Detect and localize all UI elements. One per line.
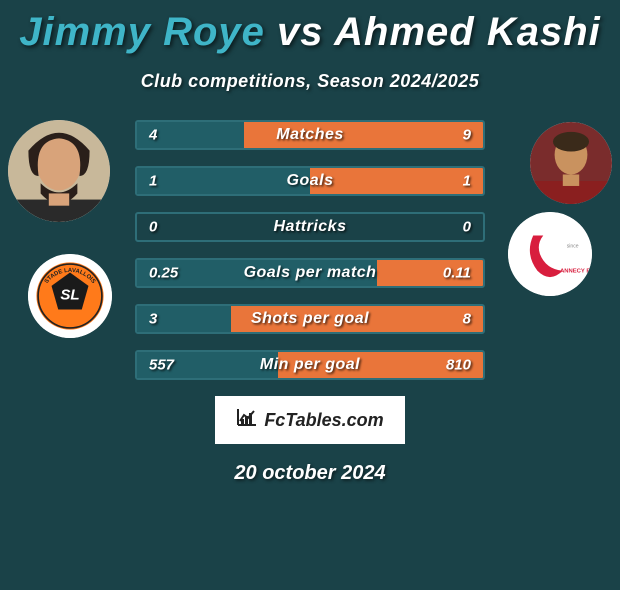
player1-club-logo: SL STADE LAVALLOIS [28,254,112,338]
stat-label: Matches [137,126,483,144]
stat-label: Min per goal [137,356,483,374]
stat-right-value: 0 [463,219,471,236]
stat-row: 4 Matches 9 [135,120,485,150]
stats-container: 4 Matches 9 1 Goals 1 0 Hattricks 0 0.25… [135,120,485,380]
fctables-text: FcTables.com [264,410,383,431]
svg-text:since: since [567,243,579,249]
player1-avatar [8,120,110,222]
content-area: SL STADE LAVALLOIS ANNECY FC since 4 Mat… [0,120,620,485]
subtitle: Club competitions, Season 2024/2025 [0,71,620,92]
player2-club-logo: ANNECY FC since [508,212,592,296]
stat-row: 3 Shots per goal 8 [135,304,485,334]
stat-bar: 557 Min per goal 810 [135,350,485,380]
stat-label: Hattricks [137,218,483,236]
stat-bar: 3 Shots per goal 8 [135,304,485,334]
svg-text:SL: SL [60,286,79,303]
stat-label: Goals per match [137,264,483,282]
stat-row: 557 Min per goal 810 [135,350,485,380]
stat-right-value: 1 [463,173,471,190]
comparison-date: 20 october 2024 [0,462,620,485]
fctables-logo: FcTables.com [215,396,405,444]
stat-right-value: 8 [463,311,471,328]
player1-name: Jimmy Roye [19,10,265,54]
stat-label: Shots per goal [137,310,483,328]
vs-text: vs [277,10,324,54]
stat-bar: 1 Goals 1 [135,166,485,196]
stat-row: 0 Hattricks 0 [135,212,485,242]
stat-row: 1 Goals 1 [135,166,485,196]
svg-text:ANNECY FC: ANNECY FC [560,268,592,274]
stat-row: 0.25 Goals per match 0.11 [135,258,485,288]
player2-avatar [530,122,612,204]
stat-label: Goals [137,172,483,190]
comparison-title: Jimmy Roye vs Ahmed Kashi [0,10,620,55]
stat-bar: 0.25 Goals per match 0.11 [135,258,485,288]
stat-bar: 0 Hattricks 0 [135,212,485,242]
player2-name: Ahmed Kashi [334,10,601,54]
stat-right-value: 810 [446,357,471,374]
stat-right-value: 9 [463,127,471,144]
chart-icon [236,407,258,433]
stat-bar: 4 Matches 9 [135,120,485,150]
stat-right-value: 0.11 [443,265,471,282]
